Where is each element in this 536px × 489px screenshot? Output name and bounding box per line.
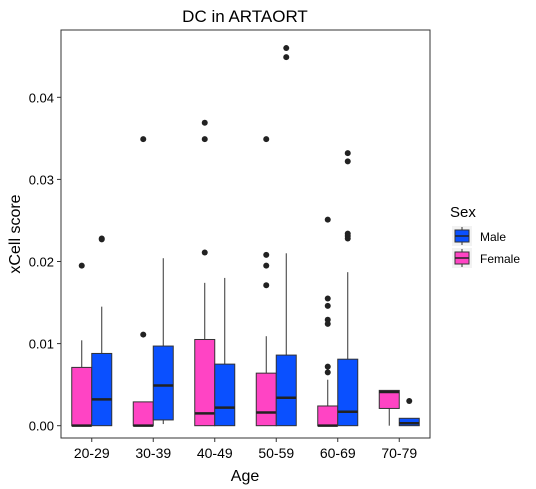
legend-label: Female <box>480 252 520 266</box>
box-male-60-69 <box>337 150 359 427</box>
box-female-60-69 <box>317 216 339 427</box>
box-female-30-39 <box>132 136 154 427</box>
x-tick-label: 20-29 <box>74 445 110 461</box>
box-male-70-79 <box>398 398 420 427</box>
box-female-70-79 <box>378 389 400 426</box>
outlier-point <box>344 158 351 165</box>
x-tick-label: 30-39 <box>135 445 171 461</box>
y-axis: 0.00 0.01 0.02 0.03 0.04 <box>29 90 61 434</box>
y-tick-label: 0.02 <box>29 255 54 270</box>
outlier-point <box>324 320 331 327</box>
box-iqr <box>317 405 339 427</box>
box-iqr <box>255 372 277 427</box>
box-female-50-59 <box>255 136 277 427</box>
outlier-point <box>324 369 331 376</box>
box-iqr <box>71 366 93 427</box>
outlier-point <box>263 136 270 143</box>
outlier-point <box>324 363 331 370</box>
legend-label: Male <box>480 230 506 244</box>
x-axis-label: Age <box>231 468 260 485</box>
outlier-point <box>140 331 147 338</box>
outlier-point <box>201 119 208 126</box>
chart-title: DC in ARTAORT <box>182 7 308 26</box>
y-axis-label: xCell score <box>7 194 24 273</box>
box-male-30-39 <box>152 258 174 425</box>
outlier-point <box>324 302 331 309</box>
plot-panel <box>60 29 431 439</box>
outlier-point <box>263 251 270 258</box>
y-tick-label: 0.03 <box>29 172 54 187</box>
box-iqr <box>275 354 297 427</box>
y-tick-label: 0.00 <box>29 419 54 434</box>
outlier-point <box>283 54 290 61</box>
outlier-point <box>283 45 290 52</box>
outlier-point <box>140 136 147 143</box>
legend-item-female: Female <box>452 248 520 268</box>
box-iqr <box>378 389 400 409</box>
x-tick-label: 70-79 <box>381 445 417 461</box>
outlier-point <box>324 216 331 223</box>
outlier-point <box>201 136 208 143</box>
legend-title: Sex <box>450 204 476 221</box>
outlier-point <box>344 230 351 237</box>
y-tick-label: 0.04 <box>29 90 54 105</box>
boxes-layer <box>71 45 420 427</box>
outlier-point <box>406 398 413 405</box>
box-iqr <box>91 352 113 427</box>
box-male-50-59 <box>275 45 297 427</box>
outlier-point <box>263 262 270 269</box>
outlier-point <box>98 235 105 242</box>
box-iqr <box>337 358 359 427</box>
outlier-point <box>324 316 331 323</box>
box-female-20-29 <box>71 262 93 427</box>
outlier-point <box>201 249 208 256</box>
outlier-point <box>324 295 331 302</box>
outlier-point <box>78 262 85 269</box>
x-axis: 20-29 30-39 40-49 50-59 60-69 70-79 <box>74 438 417 461</box>
legend: Sex Male Female <box>450 204 520 268</box>
box-male-40-49 <box>214 277 236 427</box>
x-tick-label: 40-49 <box>197 445 233 461</box>
outlier-point <box>263 282 270 289</box>
box-iqr <box>132 401 154 427</box>
box-iqr <box>214 363 236 427</box>
box-iqr <box>152 345 174 421</box>
x-tick-label: 50-59 <box>258 445 294 461</box>
box-female-40-49 <box>194 119 216 427</box>
legend-item-male: Male <box>452 226 506 246</box>
x-tick-label: 60-69 <box>320 445 356 461</box>
box-male-20-29 <box>91 235 113 427</box>
y-tick-label: 0.01 <box>29 337 54 352</box>
outlier-point <box>344 150 351 157</box>
